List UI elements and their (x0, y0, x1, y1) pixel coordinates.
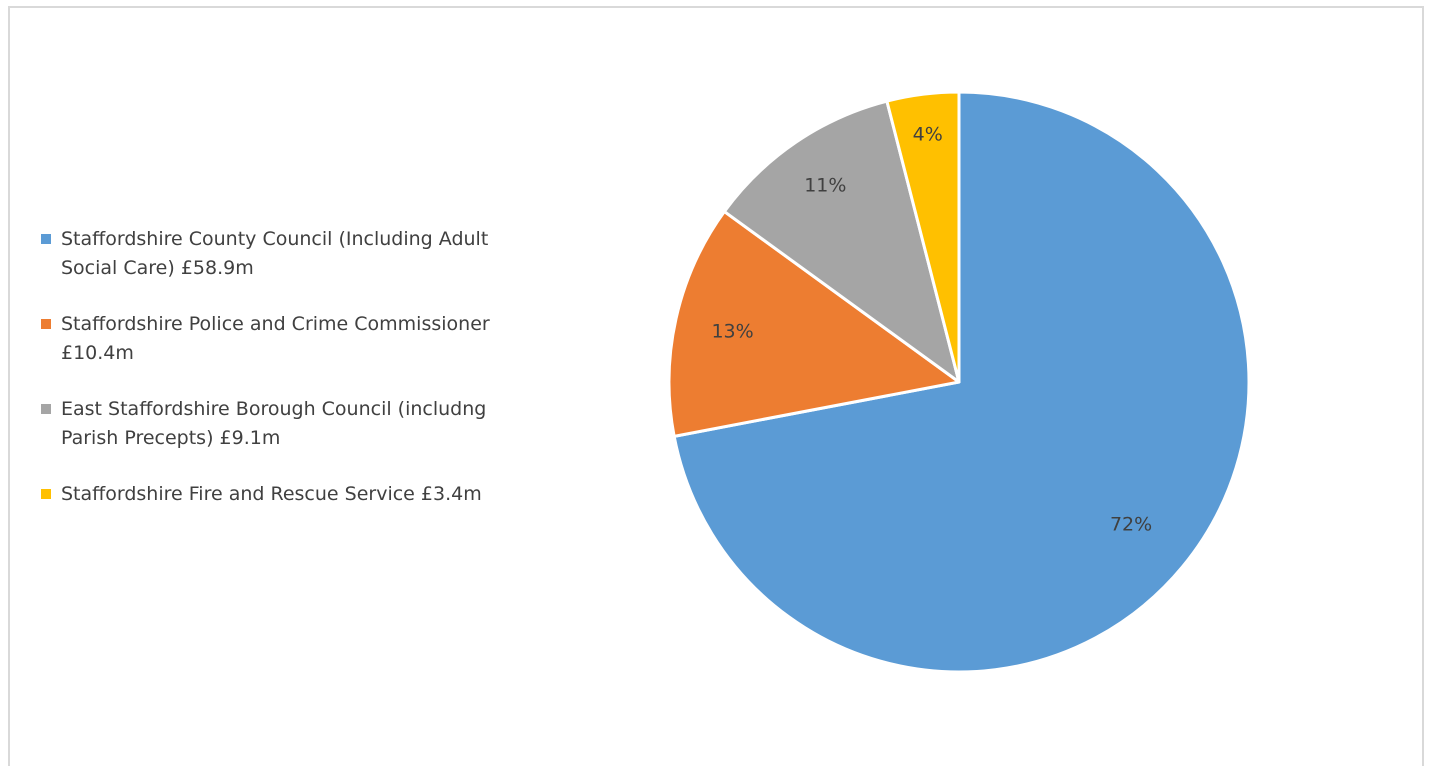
legend-label: Staffordshire County Council (Including … (61, 228, 489, 279)
legend-label: Staffordshire Police and Crime Commissio… (61, 313, 490, 364)
slice-data-label-4: 4% (913, 124, 943, 146)
legend-item-borough-council: East Staffordshire Borough Council (incl… (41, 395, 491, 453)
legend-swatch (41, 404, 51, 414)
pie-slice-4 (885, 90, 961, 384)
slice-data-label-3: 11% (804, 174, 846, 196)
pie-slice-3 (722, 99, 961, 384)
legend-item-police: Staffordshire Police and Crime Commissio… (41, 310, 491, 368)
legend-swatch (41, 234, 51, 244)
slice-data-label-2: 13% (711, 320, 753, 342)
legend-swatch (41, 319, 51, 329)
pie-slice-1 (672, 90, 1251, 674)
legend-item-fire-rescue: Staffordshire Fire and Rescue Service £3… (41, 480, 491, 509)
legend-item-county-council: Staffordshire County Council (Including … (41, 225, 491, 283)
legend-label: East Staffordshire Borough Council (incl… (61, 398, 487, 449)
legend-label: Staffordshire Fire and Rescue Service £3… (61, 483, 482, 505)
legend-swatch (41, 489, 51, 499)
legend: Staffordshire County Council (Including … (41, 225, 491, 536)
slice-data-label-1: 72% (1110, 513, 1152, 535)
pie-slice-2 (667, 210, 961, 438)
